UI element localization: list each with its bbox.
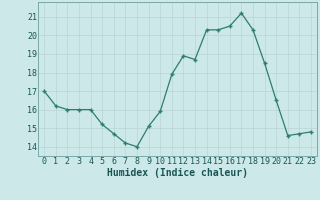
- X-axis label: Humidex (Indice chaleur): Humidex (Indice chaleur): [107, 168, 248, 178]
